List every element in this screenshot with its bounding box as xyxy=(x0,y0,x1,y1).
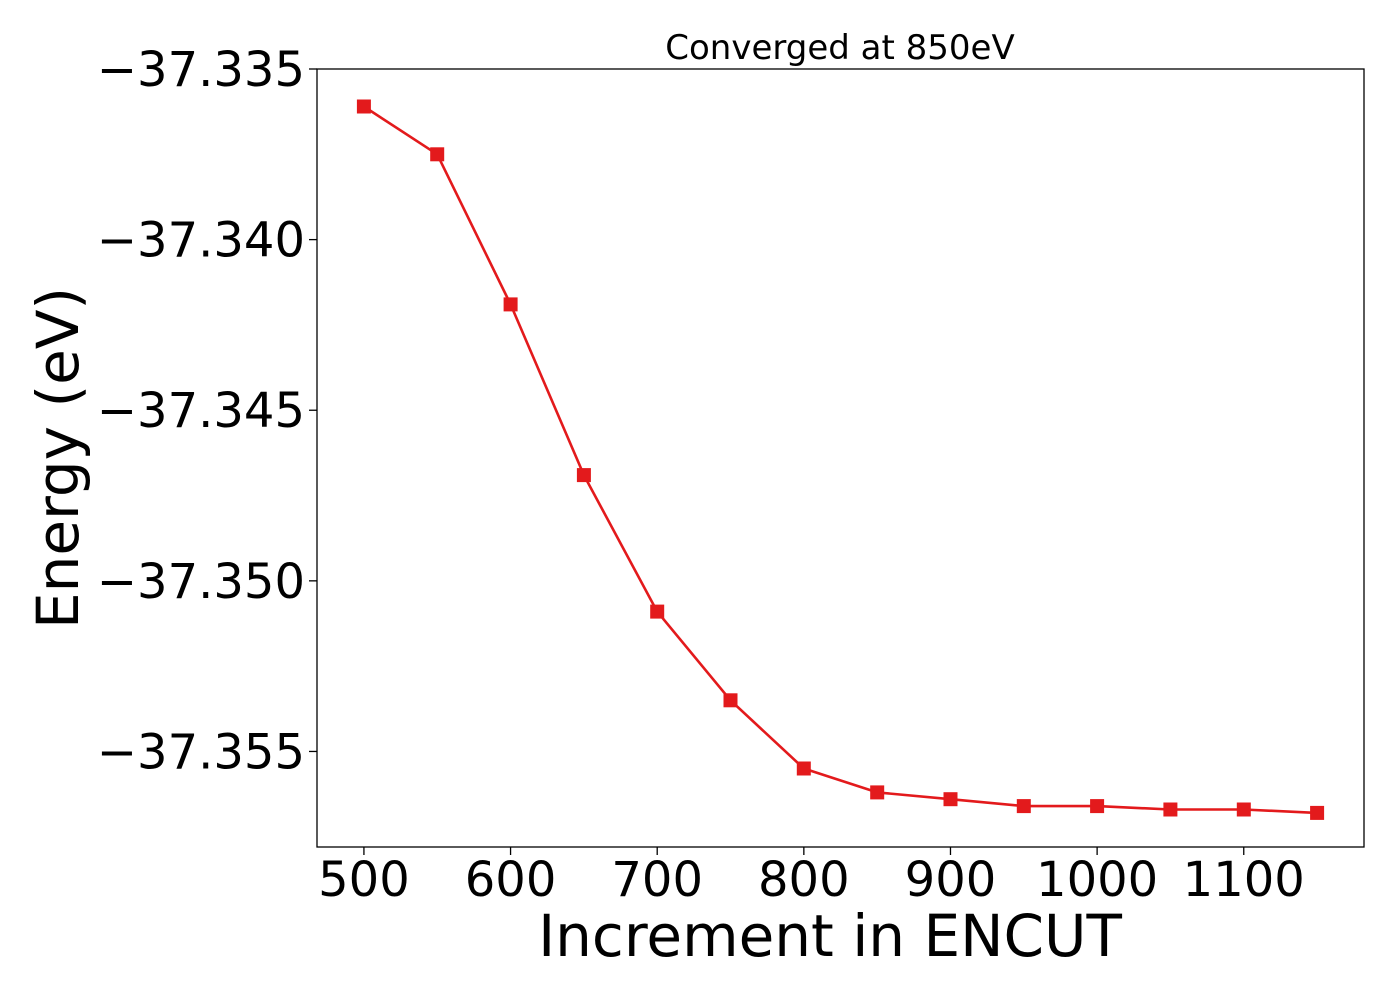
data-point-marker xyxy=(870,785,885,800)
data-point-marker xyxy=(356,99,371,114)
data-point-marker xyxy=(1236,802,1251,817)
y-tick-label: −37.340 xyxy=(97,213,305,269)
y-tick-label: −37.345 xyxy=(97,383,305,439)
x-tick-label: 700 xyxy=(611,852,703,908)
x-tick-label: 500 xyxy=(318,852,410,908)
y-axis-label: Energy (eV) xyxy=(24,287,92,629)
x-axis-label: Increment in ENCUT xyxy=(538,902,1122,970)
y-axis: −37.335 −37.340 −37.345 −37.350 −37.355 xyxy=(97,42,317,780)
data-point-marker xyxy=(650,604,665,619)
series-line xyxy=(363,105,1318,815)
x-tick-label: 900 xyxy=(905,852,997,908)
x-tick-label: 600 xyxy=(465,852,557,908)
data-point-marker xyxy=(943,792,958,807)
data-point-marker xyxy=(723,693,738,708)
data-point-marker xyxy=(430,147,445,162)
y-tick-label: −37.350 xyxy=(97,554,305,610)
series-layer xyxy=(356,99,1325,820)
data-point-marker xyxy=(796,761,811,776)
y-tick-label: −37.355 xyxy=(97,724,305,780)
data-point-marker xyxy=(503,297,518,312)
x-tick-label: 800 xyxy=(758,852,850,908)
x-tick-label: 1000 xyxy=(1036,852,1158,908)
data-point-marker xyxy=(1090,799,1105,814)
data-point-marker xyxy=(576,468,591,483)
data-point-marker xyxy=(1310,805,1325,820)
x-tick-label: 1100 xyxy=(1183,852,1305,908)
data-point-marker xyxy=(1016,799,1031,814)
x-axis: 500 600 700 800 900 1000 1100 xyxy=(318,847,1305,908)
plot-frame xyxy=(316,68,1365,848)
chart-title: Converged at 850eV xyxy=(665,28,1014,68)
data-point-marker xyxy=(1163,802,1178,817)
y-tick-label: −37.335 xyxy=(97,42,305,98)
